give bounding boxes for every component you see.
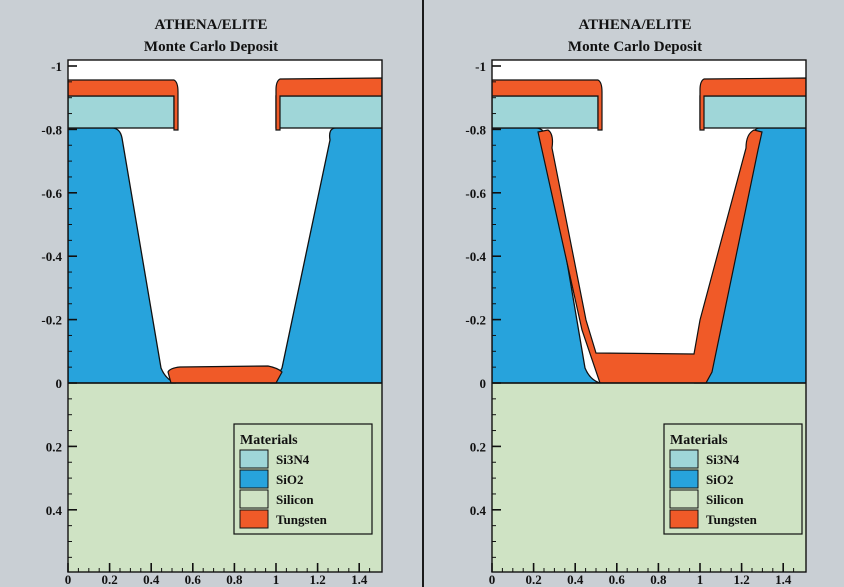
legend-swatch [669,509,699,529]
y-tick-label: 0.2 [470,439,486,454]
x-tick-label: 0.4 [143,572,160,587]
x-tick-label: 1.4 [351,572,368,587]
y-tick-label: -0.8 [465,122,486,137]
y-tick-label: -0.2 [465,313,486,328]
si3n4-cap-left [68,95,175,129]
x-tick-label: 0.2 [525,572,541,587]
legend-swatch [669,449,699,469]
legend-label: Tungsten [706,512,758,527]
y-tick-label: -0.4 [465,249,486,264]
legend-label: Tungsten [276,512,328,527]
y-tick-label: -0.8 [41,122,62,137]
legend-label: Si3N4 [706,452,740,467]
y-tick-label: -1 [475,59,486,74]
plot-frame [491,59,807,573]
x-tick-label: 0.2 [101,572,117,587]
panel-right: ATHENA/ELITE Monte Carlo Deposit -1 -0.8 -0.… [424,0,844,587]
legend-swatch [239,489,269,509]
x-tick-label: 0 [489,572,496,587]
legend-title: Materials [670,433,728,448]
si3n4-cap-left [492,95,599,129]
x-tick-label: 1.4 [775,572,792,587]
plot-subtitle: Monte Carlo Deposit [568,39,702,55]
materials-legend: Materials Si3N4 SiO2 Silicon Tungsten [663,423,803,535]
panel-left: ATHENA/ELITE Monte Carlo Deposit -1 -0.8 -0.… [41,17,383,587]
y-tick-label: -0.6 [41,186,62,201]
x-tick-label: 0.6 [185,572,202,587]
panel-divider [422,0,424,587]
x-tick-label: 0.6 [609,572,626,587]
y-tick-label: 0.2 [46,439,62,454]
plot-frame [67,59,383,573]
materials-legend: Materials Si3N4 SiO2 Silicon Tungsten [233,423,373,535]
y-tick-label: -1 [51,59,62,74]
legend-label: Si3N4 [276,452,310,467]
x-tick-label: 0 [65,572,72,587]
x-tick-label: 1 [697,572,704,587]
si3n4-cap-right [699,95,806,129]
y-tick-label: -0.2 [41,313,62,328]
legend-swatch [239,449,269,469]
y-tick-label: 0 [56,376,63,391]
x-tick-label: 1 [273,572,280,587]
legend-title: Materials [240,433,298,448]
panel-left-plot: ATHENA/ELITE Monte Carlo Deposit -1 -0.8 -0.… [41,17,383,587]
plot-title: ATHENA/ELITE [578,17,691,33]
si3n4-cap-right [275,95,382,129]
y-tick-label: 0 [480,376,487,391]
y-tick-label: 0.4 [46,503,63,518]
plot-title: ATHENA/ELITE [154,17,267,33]
legend-label: SiO2 [276,472,303,487]
tungsten-top-layer [492,77,806,131]
legend-label: SiO2 [706,472,733,487]
x-tick-label: 1.2 [309,572,325,587]
y-tick-label: -0.6 [465,186,486,201]
tungsten-top-layer [68,77,382,131]
y-tick-label: 0.4 [470,503,487,518]
x-tick-label: 0.8 [226,572,243,587]
legend-swatch [669,489,699,509]
plot-subtitle: Monte Carlo Deposit [144,39,278,55]
legend-swatch [669,469,699,489]
legend-label: Silicon [706,492,744,507]
x-tick-label: 0.8 [650,572,667,587]
tungsten-trench-fill [537,129,763,384]
panel-right-plot: ATHENA/ELITE Monte Carlo Deposit -1 -0.8 -0.… [465,17,807,587]
x-tick-label: 1.2 [733,572,749,587]
x-tick-label: 0.4 [567,572,584,587]
tungsten-trench-fill [167,365,283,384]
legend-swatch [239,509,269,529]
y-tick-label: -0.4 [41,249,62,264]
legend-label: Silicon [276,492,314,507]
legend-swatch [239,469,269,489]
